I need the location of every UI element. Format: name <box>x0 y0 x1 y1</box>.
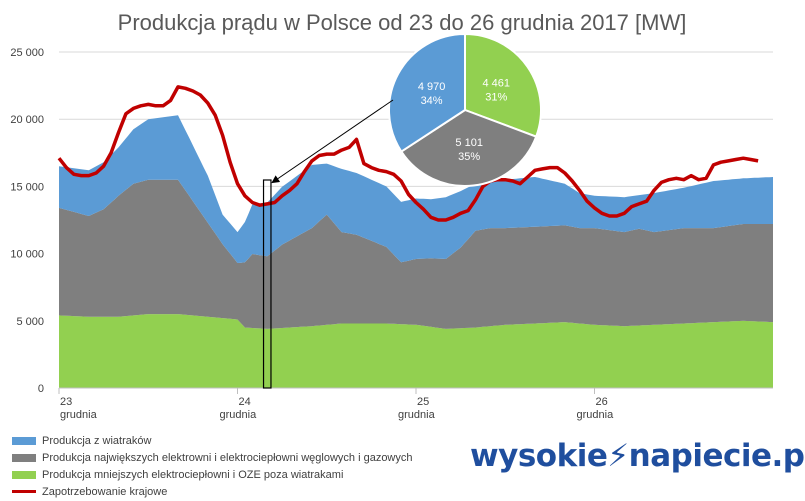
legend-label-demand: Zapotrzebowanie krajowe <box>42 485 168 498</box>
legend-swatch-small-oze <box>12 470 36 479</box>
pie-value-label: 4 970 <box>418 81 446 93</box>
legend-label-wind: Produkcja z wiatraków <box>42 434 152 447</box>
line-demand <box>57 85 759 222</box>
pie-slice <box>399 108 538 187</box>
legend-swatch-coal-gas <box>12 453 36 462</box>
y-axis: 0 5 000 10 000 15 000 20 000 25 000 <box>10 47 44 395</box>
legend-item-small-oze: Produkcja mniejszych elektrociepłowni i … <box>12 466 413 483</box>
legend-swatch-demand <box>12 490 36 493</box>
y-tick-label: 20 000 <box>10 114 44 126</box>
legend-swatch-wind <box>12 436 36 445</box>
logo-text-1: wysokie <box>470 438 608 474</box>
logo: wysokie⚡napiecie.pl <box>470 438 805 474</box>
y-tick-label: 10 000 <box>10 249 44 261</box>
area-coal-gas <box>59 179 773 329</box>
legend-item-demand: Zapotrzebowanie krajowe <box>12 483 413 500</box>
x-tick-month: grudnia <box>60 409 98 421</box>
pie-chart: 4 461 31% 5 101 35% 4 970 34% <box>271 32 542 187</box>
y-tick-label: 0 <box>38 383 44 395</box>
x-tick-label: 26 <box>596 396 608 408</box>
highlight-rect <box>262 179 272 389</box>
x-tick-label: 24 <box>239 396 251 408</box>
x-tick-label: 25 <box>417 396 429 408</box>
pie-slice <box>388 32 466 153</box>
highlight-box <box>262 179 272 389</box>
area-small-oze <box>59 314 773 388</box>
chart-title: Produkcja prądu w Polsce od 23 do 26 gru… <box>118 10 687 35</box>
legend-label-coal-gas: Produkcja największych elektrowni i elek… <box>42 451 413 464</box>
legend: Produkcja z wiatraków Produkcja najwięks… <box>12 432 413 500</box>
y-tick-label: 25 000 <box>10 47 44 59</box>
pie-percent-label: 31% <box>485 91 507 103</box>
x-tick-month: grudnia <box>220 409 258 421</box>
pie-value-label: 5 101 <box>455 137 483 149</box>
x-tick-label: 23 <box>60 396 72 408</box>
logo-bolt-icon: ⚡ <box>607 438 629 474</box>
legend-item-wind: Produkcja z wiatraków <box>12 432 413 449</box>
callout-arrow <box>271 99 394 184</box>
legend-label-small-oze: Produkcja mniejszych elektrociepłowni i … <box>42 468 344 481</box>
logo-text-2: napiecie.pl <box>628 438 805 474</box>
pie-percent-label: 34% <box>421 95 443 107</box>
y-tick-label: 15 000 <box>10 181 44 193</box>
x-tick-month: grudnia <box>577 409 615 421</box>
x-tick-month: grudnia <box>398 409 436 421</box>
pie-slice <box>464 32 542 138</box>
pie-percent-label: 35% <box>458 151 480 163</box>
legend-item-coal-gas: Produkcja największych elektrowni i elek… <box>12 449 413 466</box>
pie-value-label: 4 461 <box>482 77 510 89</box>
area-series <box>57 85 773 388</box>
area-wind <box>59 115 773 263</box>
y-tick-label: 5 000 <box>16 316 44 328</box>
